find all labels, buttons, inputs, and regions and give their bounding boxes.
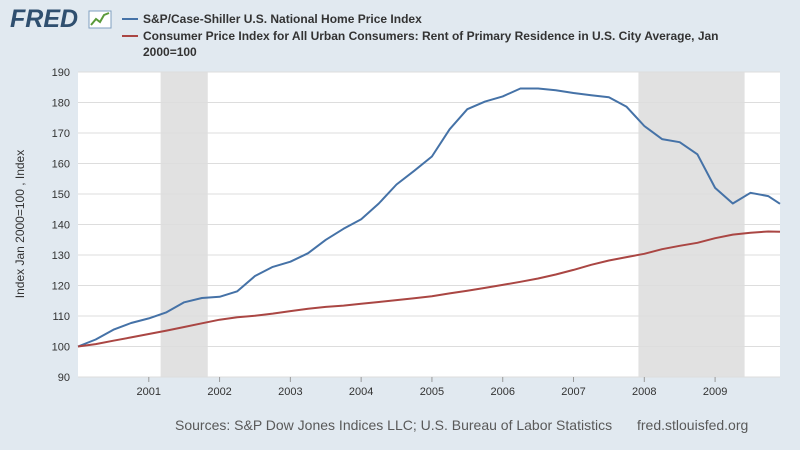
legend-label-rent-line1: Consumer Price Index for All Urban Consu…	[143, 29, 719, 43]
x-tick-label: 2006	[490, 386, 514, 398]
x-tick-label: 2003	[278, 386, 302, 398]
y-tick-label: 170	[52, 128, 70, 140]
legend-label-home-price: S&P/Case-Shiller U.S. National Home Pric…	[143, 12, 422, 26]
y-tick-label: 90	[58, 372, 70, 384]
x-tick-label: 2005	[420, 386, 444, 398]
y-tick-label: 150	[52, 189, 70, 201]
series-lines	[77, 87, 781, 348]
x-tick-label: 2007	[561, 386, 585, 398]
x-axis-ticks: 2001 2002 2003 2004 2005 2006 2007 2008 2009	[137, 377, 727, 398]
chart-trend-icon	[88, 10, 112, 29]
y-axis-ticks: 90 100 110 120 130 140 150 160 170 180 190	[52, 67, 70, 384]
x-tick-label: 2009	[703, 386, 727, 398]
x-tick-label: 2008	[632, 386, 656, 398]
y-tick-label: 190	[52, 67, 70, 79]
x-tick-label: 2002	[207, 386, 231, 398]
series-line-rent	[77, 230, 781, 348]
sources-text: Sources: S&P Dow Jones Indices LLC; U.S.…	[175, 417, 612, 433]
legend-label-rent-line2: 2000=100	[143, 45, 197, 59]
y-tick-label: 100	[52, 342, 70, 354]
fred-logo[interactable]: FRED	[10, 5, 112, 33]
gridlines	[78, 71, 780, 378]
y-tick-label: 130	[52, 250, 70, 262]
y-tick-label: 160	[52, 159, 70, 171]
x-tick-label: 2001	[137, 386, 161, 398]
site-link[interactable]: fred.stlouisfed.org	[637, 417, 748, 433]
fred-logo-text: FRED	[10, 5, 78, 33]
y-tick-label: 140	[52, 220, 70, 232]
y-tick-label: 120	[52, 281, 70, 293]
y-axis-label: Index Jan 2000=100 , Index	[13, 150, 27, 298]
y-tick-label: 180	[52, 98, 70, 110]
y-tick-label: 110	[52, 311, 70, 323]
x-tick-label: 2004	[349, 386, 373, 398]
legend: S&P/Case-Shiller U.S. National Home Pric…	[122, 12, 719, 59]
series-line-home-price	[77, 87, 781, 348]
